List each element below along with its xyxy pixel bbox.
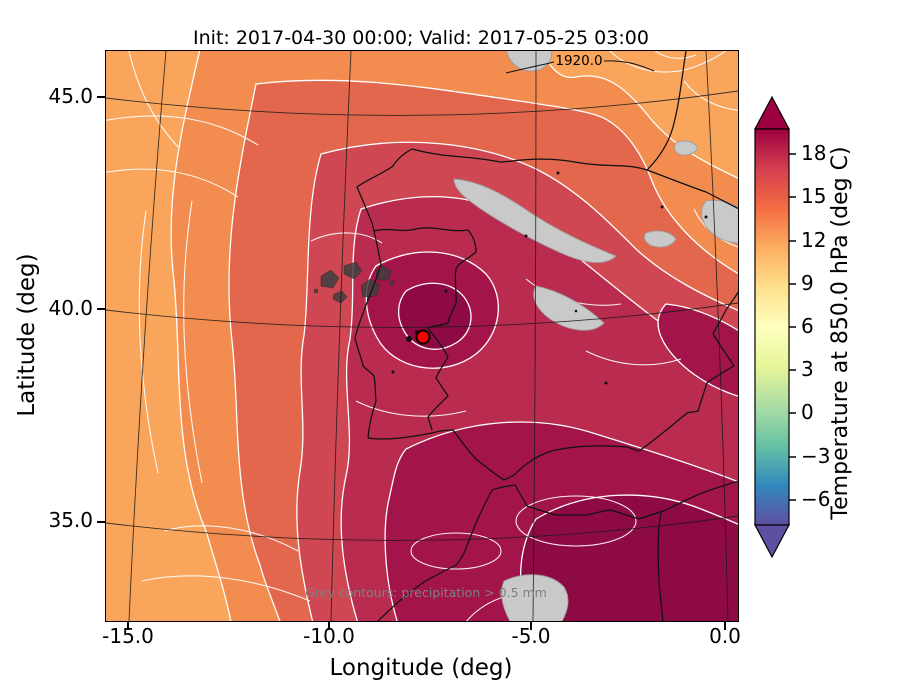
iberia-france-coastline: [354, 51, 738, 481]
plot-title: Init: 2017-04-30 00:00; Valid: 2017-05-2…: [193, 27, 649, 49]
contour-label: 1920.0: [555, 53, 602, 69]
white-contours: [106, 51, 738, 621]
temperature-map: 1920.0 Grey contours: precipitation > 0.…: [106, 51, 738, 621]
colorbar-tick-label: 0: [801, 400, 814, 424]
map-panel: 1920.0 Grey contours: precipitation > 0.…: [105, 50, 739, 622]
x-tick-mark: [328, 622, 330, 630]
y-tick-label: 45.0: [48, 84, 93, 108]
colorbar-tick-label: 6: [801, 314, 814, 338]
temperature-field: [106, 51, 738, 621]
colorbar-tick-marks: [789, 153, 796, 501]
y-tick-mark: [97, 308, 105, 310]
precipitation-patches: [453, 51, 738, 621]
geography: [354, 51, 738, 621]
colorbar-tick-label: 12: [801, 228, 827, 252]
geopotential-contour: 1920.0: [505, 53, 655, 74]
colorbar-tick-label: −3: [801, 444, 831, 468]
x-axis-label: Longitude (deg): [329, 655, 513, 681]
location-marker: [415, 329, 431, 345]
x-tick-label: 0.0: [709, 624, 741, 648]
colorbar-tick-label: −6: [801, 487, 831, 511]
pyrenees-border: [646, 169, 738, 210]
colorbar-tick-label: 3: [801, 357, 814, 381]
graticule: [106, 51, 738, 621]
y-tick-label: 40.0: [48, 296, 93, 320]
y-axis-label: Latitude (deg): [14, 253, 40, 417]
precip-note: Grey contours: precipitation > 0.5 mm: [305, 585, 547, 600]
colorbar-tick-label: 9: [801, 271, 814, 295]
y-tick-mark: [97, 521, 105, 523]
x-tick-label: -15.0: [102, 624, 154, 648]
portugal-spain-border: [373, 227, 477, 431]
x-tick-mark: [127, 622, 129, 630]
colorbar-label: Temperature at 850.0 hPa (deg C): [828, 146, 853, 520]
colorbar-gradient: [754, 128, 790, 526]
colorbar-arrow-top: [754, 95, 790, 130]
x-tick-label: -5.0: [511, 624, 551, 648]
map-dots: [391, 171, 708, 385]
x-tick-mark: [724, 622, 726, 630]
africa-coastline: [377, 480, 738, 621]
morocco-algeria-border: [657, 512, 664, 621]
y-tick-label: 35.0: [48, 508, 93, 532]
colorbar-tick-label: 18: [801, 141, 827, 165]
colorbar-tick-label: 15: [801, 184, 827, 208]
x-tick-label: -10.0: [303, 624, 355, 648]
colorbar-arrow-bottom: [754, 524, 790, 559]
x-tick-mark: [530, 622, 532, 630]
colorbar: [754, 95, 796, 559]
y-tick-mark: [97, 96, 105, 98]
